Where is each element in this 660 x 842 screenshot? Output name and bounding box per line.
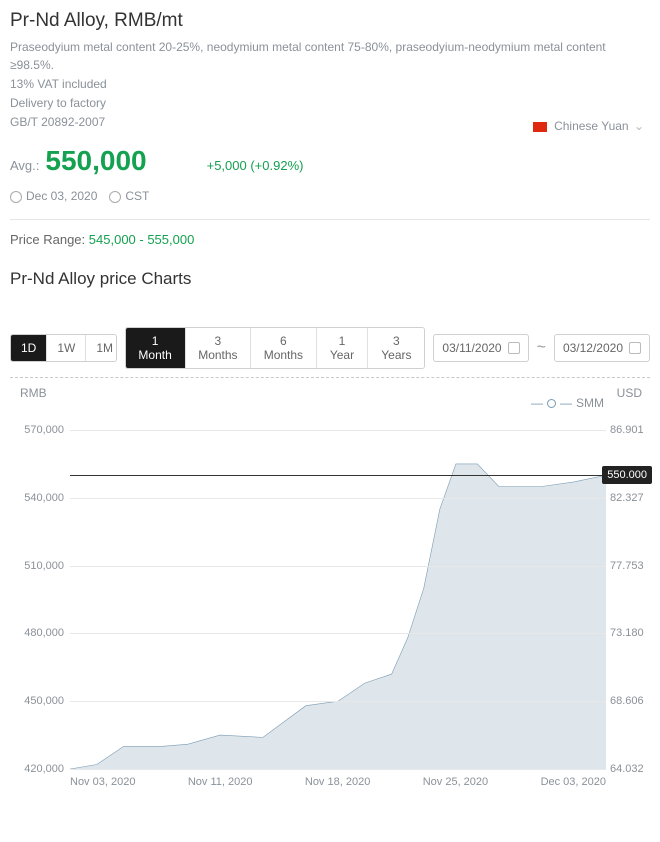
period-group: 1 Month3 Months6 Months1 Year3 Years [125,327,426,369]
chart-area[interactable]: 570,00086.901540,00082.327510,00077.7534… [70,430,606,770]
y-label-left: 510,000 [14,560,64,572]
tz-meta: CST [109,189,149,203]
clock-icon [10,191,22,203]
y-label-right: 68.606 [610,695,650,707]
price-main: 550,000 [45,145,146,177]
avg-label: Avg.: [10,158,39,173]
description: Praseodyium metal content 20-25%, neodym… [10,38,650,131]
x-label: Nov 25, 2020 [423,776,488,788]
desc-line: 13% VAT included [10,75,650,93]
date-separator: ~ [537,339,546,357]
x-label: Nov 11, 2020 [188,776,253,788]
period-btn-3years[interactable]: 3 Years [368,328,424,368]
left-axis-label: RMB [20,386,47,400]
date-end-input[interactable]: 03/12/2020 [554,334,650,362]
interval-group: 1D1W1M [10,334,117,362]
y-label-left: 420,000 [14,763,64,775]
desc-line: Delivery to factory [10,94,650,112]
grid-line [70,769,606,770]
currency-selector[interactable]: Chinese Yuan ⌄ [533,119,644,133]
y-label-left: 570,000 [14,424,64,436]
legend-series[interactable]: —— SMM [531,396,604,410]
interval-btn-1m[interactable]: 1M [86,335,116,361]
range-value: 545,000 - 555,000 [89,232,195,247]
period-btn-1month[interactable]: 1 Month [126,328,186,368]
line-chart [70,430,606,769]
globe-icon [109,191,121,203]
x-label: Nov 03, 2020 [70,776,135,788]
interval-btn-1d[interactable]: 1D [11,335,47,361]
date-meta: Dec 03, 2020 [10,189,97,203]
desc-line: Praseodyium metal content 20-25%, neodym… [10,38,650,74]
page-title: Pr-Nd Alloy, RMB/mt [10,10,650,32]
y-label-right: 82.327 [610,492,650,504]
period-btn-6months[interactable]: 6 Months [251,328,317,368]
grid-line [70,633,606,634]
chevron-down-icon: ⌄ [634,119,644,133]
y-label-right: 64.032 [610,763,650,775]
range-label: Price Range: [10,232,85,247]
price-change: +5,000 (+0.92%) [207,158,304,173]
grid-line [70,701,606,702]
calendar-icon [629,342,641,354]
flag-icon [533,122,547,132]
divider [10,219,650,220]
grid-line [70,566,606,567]
grid-line [70,430,606,431]
chart-section-title: Pr-Nd Alloy price Charts [10,269,650,289]
x-label: Dec 03, 2020 [541,776,606,788]
chart-controls: 1D1W1M 1 Month3 Months6 Months1 Year3 Ye… [10,327,650,378]
interval-btn-1w[interactable]: 1W [47,335,86,361]
y-label-right: 77.753 [610,560,650,572]
calendar-icon [508,342,520,354]
reference-label: 550.000 [602,466,652,484]
date-start-input[interactable]: 03/11/2020 [433,334,528,362]
period-btn-3months[interactable]: 3 Months [186,328,252,368]
y-label-left: 480,000 [14,627,64,639]
reference-line [70,475,606,476]
y-label-left: 450,000 [14,695,64,707]
series-marker-icon [547,399,556,408]
grid-line [70,498,606,499]
x-axis-labels: Nov 03, 2020 Nov 11, 2020 Nov 18, 2020 Nov … [70,776,606,788]
area-fill [70,464,606,769]
right-axis-label: USD [617,386,642,400]
y-label-right: 73.180 [610,627,650,639]
y-label-right: 86.901 [610,424,650,436]
x-label: Nov 18, 2020 [305,776,370,788]
currency-label: Chinese Yuan [554,119,629,133]
y-label-left: 540,000 [14,492,64,504]
period-btn-1year[interactable]: 1 Year [317,328,369,368]
